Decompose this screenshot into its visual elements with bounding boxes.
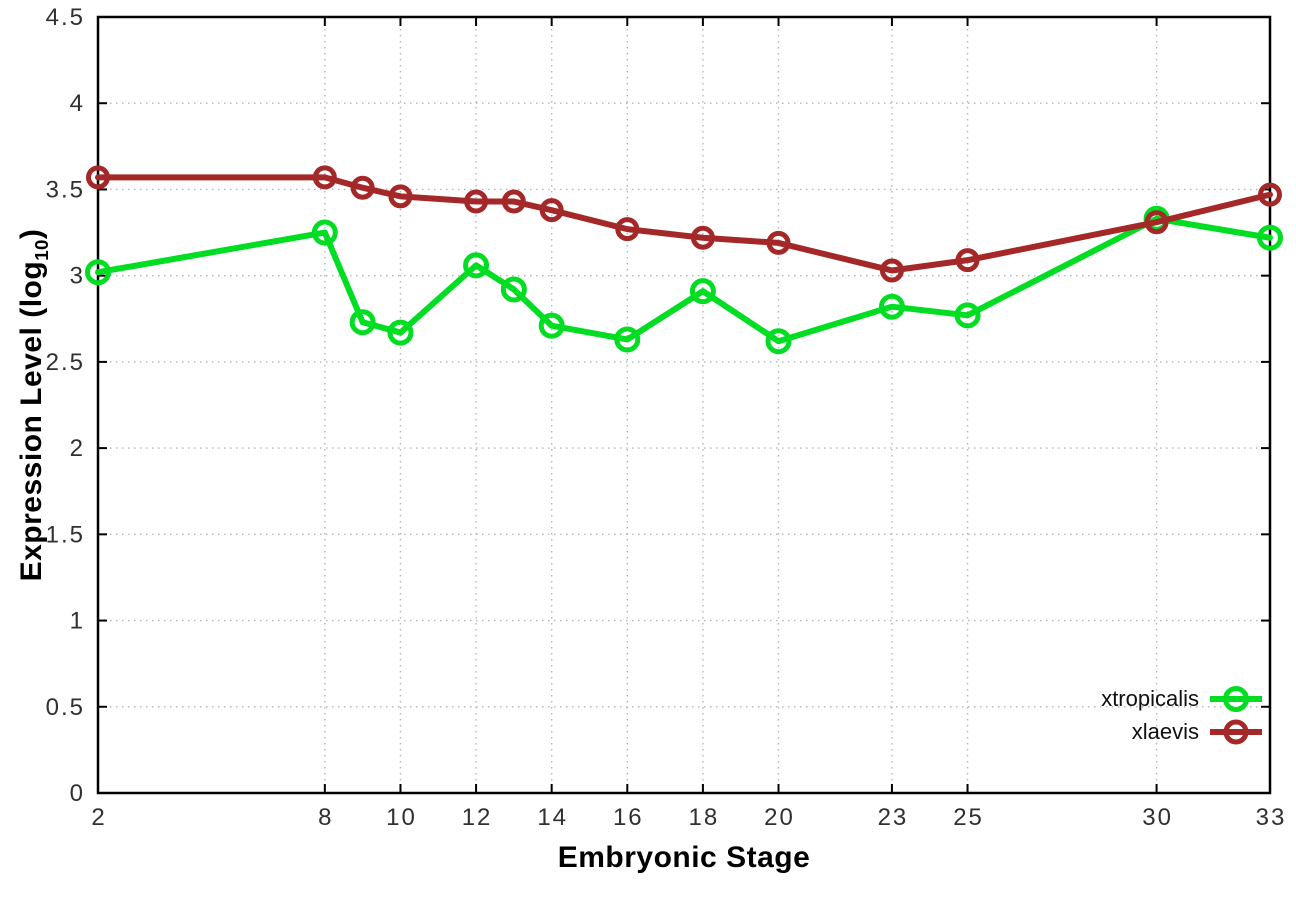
data-point-xtropicalis bbox=[538, 312, 565, 339]
y-tick-label: 4.5 bbox=[46, 4, 85, 31]
x-axis-title: Embryonic Stage bbox=[557, 841, 811, 874]
data-point-xlaevis bbox=[615, 217, 640, 242]
x-tick-label: 30 bbox=[1142, 804, 1173, 831]
y-tick-label: 4 bbox=[70, 90, 85, 117]
y-axis-title-close: ) bbox=[15, 228, 48, 240]
data-point-xlaevis bbox=[501, 189, 526, 214]
data-point-xlaevis bbox=[350, 175, 375, 200]
x-tick-label: 10 bbox=[386, 804, 417, 831]
data-point-xtropicalis bbox=[878, 293, 905, 320]
x-tick-label: 33 bbox=[1256, 804, 1287, 831]
legend-marker-xlaevis bbox=[1210, 719, 1262, 745]
legend: xtropicalis xlaevis bbox=[1101, 684, 1263, 747]
data-point-xtropicalis bbox=[954, 302, 981, 329]
legend-label-xtropicalis: xtropicalis bbox=[1101, 686, 1199, 711]
y-tick-label: 1.5 bbox=[46, 521, 85, 548]
data-point-xtropicalis bbox=[614, 326, 641, 353]
legend-label-xlaevis: xlaevis bbox=[1131, 719, 1199, 744]
y-tick-label: 3.5 bbox=[46, 176, 85, 203]
y-tick-label: 1 bbox=[70, 608, 85, 635]
x-tick-label: 20 bbox=[764, 804, 795, 831]
x-tick-label: 2 bbox=[91, 804, 106, 831]
series-line-xlaevis bbox=[95, 174, 1273, 274]
data-point-xlaevis bbox=[879, 258, 904, 283]
x-tick-label: 23 bbox=[878, 804, 909, 831]
x-tick-label: 25 bbox=[953, 804, 984, 831]
x-tick-label: 12 bbox=[462, 804, 493, 831]
data-point-xtropicalis bbox=[349, 309, 376, 336]
data-point-xlaevis bbox=[388, 184, 413, 209]
x-tick-label: 18 bbox=[689, 804, 720, 831]
x-tick-label: 14 bbox=[537, 804, 568, 831]
legend-item-xlaevis: xlaevis bbox=[1132, 717, 1263, 747]
data-point-xlaevis bbox=[86, 165, 110, 190]
y-tick-label: 0 bbox=[70, 780, 85, 807]
data-point-xlaevis bbox=[312, 165, 337, 190]
data-point-xtropicalis bbox=[500, 276, 527, 303]
data-point-xtropicalis bbox=[1257, 224, 1283, 251]
data-point-xlaevis bbox=[690, 225, 715, 250]
data-point-xlaevis bbox=[464, 189, 489, 214]
x-tick-label: 16 bbox=[613, 804, 644, 831]
y-axis-title-text: Expression Level (log bbox=[15, 260, 48, 582]
y-tick-label: 3 bbox=[70, 263, 85, 290]
data-point-xlaevis bbox=[1258, 182, 1282, 207]
y-tick-label: 2 bbox=[70, 435, 85, 462]
data-point-xtropicalis bbox=[765, 328, 792, 355]
data-point-xlaevis bbox=[955, 248, 980, 273]
data-point-xtropicalis bbox=[463, 252, 490, 279]
data-point-xlaevis bbox=[766, 230, 791, 255]
legend-item-xtropicalis: xtropicalis bbox=[1101, 684, 1263, 714]
data-point-xlaevis bbox=[539, 198, 564, 223]
data-point-xtropicalis bbox=[689, 278, 716, 305]
legend-marker-xtropicalis bbox=[1210, 686, 1262, 712]
plot-border bbox=[96, 15, 1272, 795]
y-tick-label: 2.5 bbox=[46, 349, 85, 376]
x-tick-label: 8 bbox=[318, 804, 333, 831]
data-point-xtropicalis bbox=[85, 259, 111, 286]
data-point-xtropicalis bbox=[387, 319, 414, 346]
y-axis-title: Expression Level (log10) bbox=[15, 229, 53, 582]
data-point-xlaevis bbox=[1144, 210, 1169, 235]
y-axis-title-subscript: 10 bbox=[31, 239, 52, 261]
data-point-xtropicalis bbox=[311, 219, 338, 246]
y-tick-label: 0.5 bbox=[46, 694, 85, 721]
